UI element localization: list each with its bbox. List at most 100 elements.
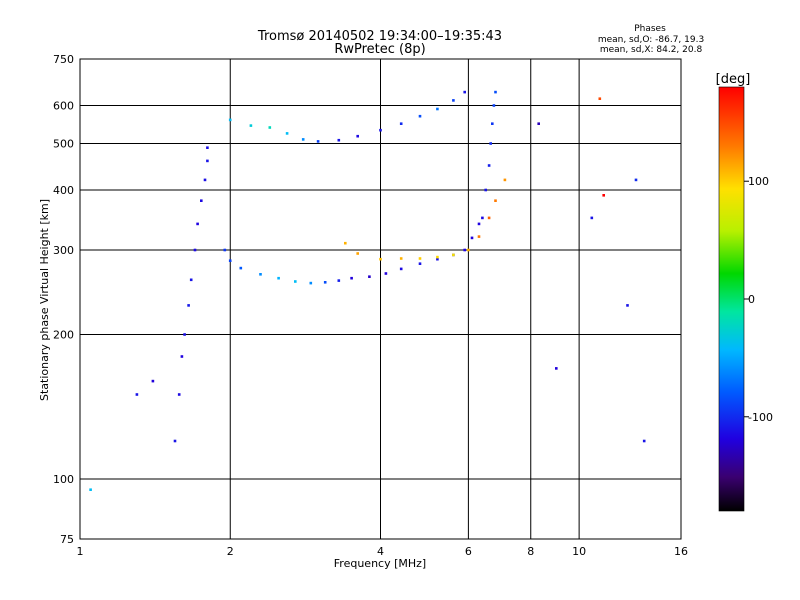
data-point	[463, 248, 466, 252]
data-point	[477, 235, 481, 238]
x-axis-label: Frequency [MHz]	[334, 557, 426, 570]
data-point	[555, 367, 558, 370]
data-point	[228, 118, 232, 122]
data-point	[492, 104, 496, 107]
colorbar-ticks: 100 0 -100	[744, 175, 773, 424]
data-point	[249, 124, 253, 127]
data-point	[350, 276, 353, 280]
data-point	[187, 304, 190, 307]
phase-o-line: mean, sd,O: -86.7, 19.3	[598, 35, 704, 45]
data-point	[418, 257, 422, 260]
colorbar	[718, 86, 745, 512]
x-tick-label: 4	[377, 545, 384, 558]
y-tick-label: 600	[53, 100, 74, 113]
data-point	[494, 199, 497, 202]
data-point	[634, 178, 638, 182]
data-points	[89, 90, 646, 491]
data-point	[301, 138, 305, 141]
data-point	[277, 276, 280, 280]
y-tick-label: 750	[53, 53, 74, 66]
data-point	[344, 241, 347, 245]
data-point	[309, 281, 313, 285]
y-axis-ticks: 75 100 200 300 400 500 600 750	[53, 53, 74, 546]
data-point	[196, 222, 199, 226]
data-point	[436, 257, 439, 261]
data-point	[384, 272, 388, 275]
y-tick-label: 500	[53, 138, 74, 151]
y-tick-label: 300	[53, 244, 74, 257]
data-point	[294, 280, 297, 283]
data-point	[477, 222, 481, 226]
data-point	[463, 90, 466, 94]
data-point	[228, 259, 232, 262]
x-tick-label: 8	[527, 545, 534, 558]
data-point	[189, 278, 193, 282]
data-point	[491, 122, 494, 125]
data-point	[452, 99, 455, 102]
x-tick-label: 16	[674, 545, 688, 558]
data-point	[368, 275, 371, 278]
chart-subtitle: RwPretec (8p)	[334, 42, 425, 57]
data-point	[418, 262, 422, 265]
colorbar-tick-label: 100	[748, 175, 769, 188]
colorbar-tick-label: -100	[748, 411, 773, 424]
data-point	[203, 178, 207, 182]
data-point	[399, 267, 403, 271]
data-point	[200, 199, 203, 202]
data-point	[489, 142, 492, 145]
phase-heading: Phases	[634, 24, 666, 34]
data-point	[602, 194, 605, 197]
data-point	[239, 266, 243, 270]
data-point	[268, 126, 272, 129]
data-point	[487, 164, 491, 167]
data-point	[316, 140, 320, 143]
x-axis-ticks: 1 2 4 6 8 10 16	[77, 545, 689, 558]
data-point	[135, 393, 139, 396]
data-point	[642, 439, 646, 443]
chart-title: Tromsø 20140502 19:34:00–19:35:43	[257, 29, 502, 44]
data-point	[598, 97, 602, 100]
data-point	[206, 159, 209, 163]
y-axis-label: Stationary phase Virtual Height [km]	[38, 199, 51, 401]
data-point	[537, 122, 540, 125]
y-tick-label: 200	[53, 329, 74, 342]
data-point	[206, 146, 209, 149]
data-point	[379, 128, 382, 132]
data-point	[223, 248, 227, 252]
data-point	[177, 393, 181, 396]
x-tick-label: 10	[572, 545, 586, 558]
data-point	[626, 304, 629, 307]
data-point	[193, 248, 197, 252]
y-tick-label: 400	[53, 184, 74, 197]
grid-lines	[80, 59, 681, 539]
data-point	[180, 355, 184, 358]
data-point	[183, 333, 186, 336]
data-point	[452, 253, 455, 257]
data-point	[151, 379, 155, 383]
x-tick-label: 1	[77, 545, 84, 558]
data-point	[356, 134, 359, 138]
data-point	[173, 439, 177, 443]
y-tick-label: 100	[53, 473, 74, 486]
data-point	[399, 122, 403, 125]
data-point	[418, 114, 422, 118]
data-point	[494, 90, 497, 94]
data-point	[337, 279, 341, 282]
data-point	[285, 132, 289, 135]
data-point	[259, 273, 262, 276]
data-point	[379, 257, 382, 261]
data-point	[487, 216, 491, 220]
colorbar-tick-label: 0	[748, 293, 755, 306]
data-point	[436, 107, 439, 111]
data-point	[481, 216, 484, 220]
colorbar-label: [deg]	[716, 72, 751, 87]
y-tick-label: 75	[60, 533, 74, 546]
data-point	[323, 281, 327, 284]
data-point	[590, 216, 594, 220]
phase-x-line: mean, sd,X: 84.2, 20.8	[600, 45, 703, 55]
data-point	[470, 236, 474, 240]
data-point	[503, 178, 507, 182]
data-point	[436, 255, 439, 259]
